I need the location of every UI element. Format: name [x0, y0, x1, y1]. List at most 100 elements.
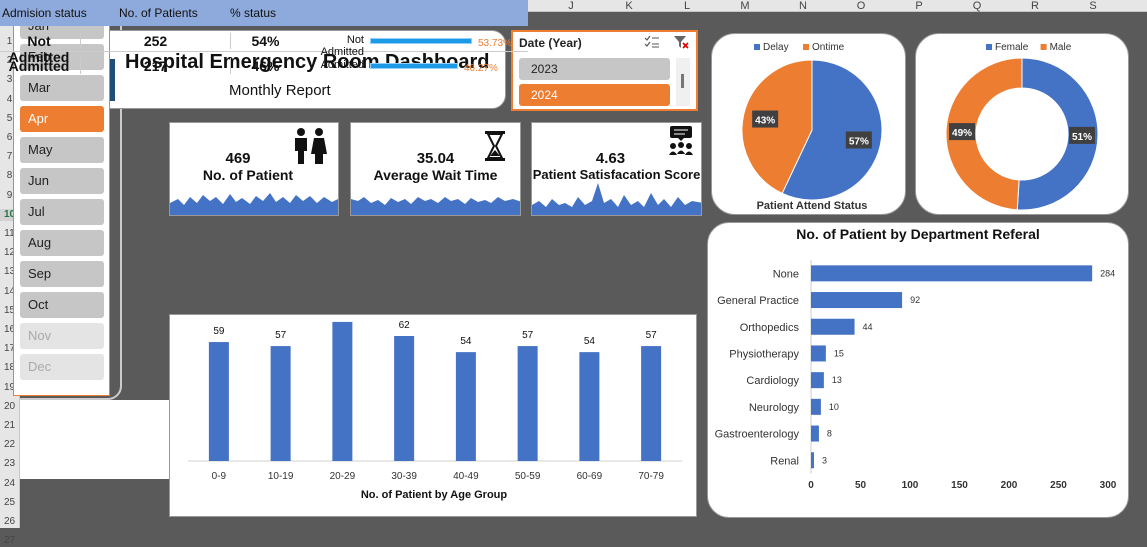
dept-category-label: Renal: [770, 455, 799, 467]
row-header[interactable]: 27: [3, 535, 16, 547]
age-bar-value-label: 62: [399, 320, 411, 331]
month-button-nov[interactable]: Nov: [20, 323, 104, 349]
row-header[interactable]: 12: [3, 247, 16, 259]
row-header[interactable]: 20: [3, 400, 16, 412]
age-bar-value-label: 54: [460, 336, 472, 347]
year-2023-button[interactable]: 2023: [519, 58, 670, 80]
age-bar-value-label: 54: [584, 336, 596, 347]
month-button-oct[interactable]: Oct: [20, 292, 104, 318]
pie-value-label: 49%: [952, 128, 972, 139]
year-slicer: Date (Year) 2023 2024: [511, 30, 698, 111]
multi-select-icon[interactable]: [644, 35, 660, 49]
dept-bar-value-label: 10: [829, 402, 839, 412]
row-header[interactable]: 24: [3, 477, 16, 489]
column-header[interactable]: Q: [972, 0, 982, 12]
column-header[interactable]: L: [683, 0, 691, 12]
age-bar: [332, 321, 353, 461]
admission-databar: [370, 38, 472, 44]
gender-chart-svg: 51% 49% Female Male: [945, 42, 1099, 211]
column-header[interactable]: S: [1089, 0, 1097, 12]
age-tick-label: 0-9: [212, 471, 227, 482]
month-button-sep[interactable]: Sep: [20, 261, 104, 287]
month-button-jun[interactable]: Jun: [20, 168, 104, 194]
row-header[interactable]: 25: [3, 496, 16, 508]
admission-status-cell: Admitted: [8, 58, 70, 74]
row-header[interactable]: 26: [3, 516, 16, 527]
row-header[interactable]: 2: [6, 55, 13, 67]
kpi-wait-label: Average Wait Time: [373, 167, 498, 183]
year-2024-button[interactable]: 2024: [519, 84, 670, 106]
dept-bar-value-label: 13: [832, 375, 842, 385]
age-tick-label: 10-19: [268, 471, 294, 482]
column-header[interactable]: P: [915, 0, 923, 12]
pie-label-box: [1068, 126, 1095, 144]
column-header[interactable]: N: [799, 0, 807, 12]
row-header[interactable]: 22: [3, 439, 16, 451]
age-group-chart: 59 0-9 57 10-19 69 20-29 62 30-39 54 40-49 57 50-59…: [169, 306, 697, 517]
kpi-satisfaction-sparkline: [532, 183, 701, 215]
dept-category-label: General Practice: [717, 295, 799, 307]
row-header[interactable]: 4: [6, 93, 13, 105]
column-header[interactable]: J: [568, 0, 574, 12]
dept-x-tick-label: 250: [1050, 480, 1067, 491]
pie-slice: [945, 57, 1023, 211]
age-bar-value-label: 59: [213, 326, 225, 337]
year-slicer-title: Date (Year): [519, 36, 582, 50]
column-header[interactable]: K: [625, 0, 633, 12]
row-header[interactable]: 21: [3, 420, 16, 431]
age-bar: [394, 336, 415, 461]
month-button-jul[interactable]: Jul: [20, 199, 104, 225]
month-button-mar[interactable]: Mar: [20, 75, 104, 101]
gender-card: 51% 49% Female Male: [915, 33, 1129, 215]
dept-bar: [811, 398, 821, 415]
row-header[interactable]: 14: [3, 285, 16, 297]
kpi-satisfaction-label: Patient Satisfacation Score: [532, 167, 701, 182]
row-header[interactable]: 15: [3, 304, 16, 316]
dept-category-label: Orthopedics: [740, 322, 800, 334]
row-header[interactable]: 23: [3, 458, 16, 470]
people-icon: [295, 128, 327, 164]
dept-bar: [811, 318, 855, 335]
dept-category-label: Physiotherapy: [729, 348, 799, 360]
month-button-aug[interactable]: Aug: [20, 230, 104, 256]
month-button-may[interactable]: May: [20, 137, 104, 163]
row-header[interactable]: 5: [6, 112, 13, 124]
row-header[interactable]: 18: [3, 362, 16, 374]
pie-label-box: [752, 110, 779, 128]
row-header[interactable]: 6: [6, 132, 13, 143]
dept-x-tick-label: 200: [1001, 480, 1018, 491]
row-header[interactable]: 19: [3, 381, 16, 393]
dept-bar-value-label: 44: [863, 322, 873, 332]
row-header[interactable]: 9: [6, 189, 13, 201]
year-slicer-scrollbar[interactable]: [676, 58, 690, 106]
kpi-patients-label: No. of Patient: [202, 167, 294, 183]
month-button-apr[interactable]: Apr: [20, 106, 104, 132]
feedback-icon: [669, 126, 693, 155]
dept-x-tick-label: 50: [855, 480, 867, 491]
row-header[interactable]: 11: [4, 228, 15, 239]
month-button-feb[interactable]: Feb: [20, 44, 104, 70]
row-header[interactable]: 1: [6, 36, 13, 47]
dept-bar: [811, 345, 826, 362]
month-button-dec[interactable]: Dec: [20, 354, 104, 380]
clear-filter-icon[interactable]: [673, 35, 689, 49]
department-chart-svg: No. of Patient by Department Referal None…: [715, 226, 1117, 491]
age-bar-value-label: 69: [337, 315, 349, 317]
month-slicer: JanFebMarAprMayJunJulAugSepOctNovDec: [0, 0, 122, 400]
dept-category-label: Neurology: [749, 402, 800, 414]
column-header[interactable]: O: [856, 0, 866, 12]
row-header[interactable]: 8: [6, 170, 13, 182]
column-header[interactable]: R: [1031, 0, 1039, 12]
row-header[interactable]: 7: [6, 151, 13, 163]
dept-bar-value-label: 3: [822, 455, 827, 465]
department-chart-title: No. of Patient by Department Referal: [796, 226, 1040, 242]
admission-status-cell: Not Admitted: [8, 33, 70, 65]
row-header[interactable]: 17: [3, 343, 16, 355]
row-header[interactable]: 3: [6, 74, 13, 86]
dept-bar: [811, 265, 1093, 282]
legend-swatch: [803, 44, 809, 50]
row-header[interactable]: 13: [3, 266, 16, 278]
row-header[interactable]: 16: [3, 324, 16, 335]
admission-bar-label: Not Admitted: [320, 34, 364, 58]
column-header[interactable]: M: [740, 0, 750, 12]
